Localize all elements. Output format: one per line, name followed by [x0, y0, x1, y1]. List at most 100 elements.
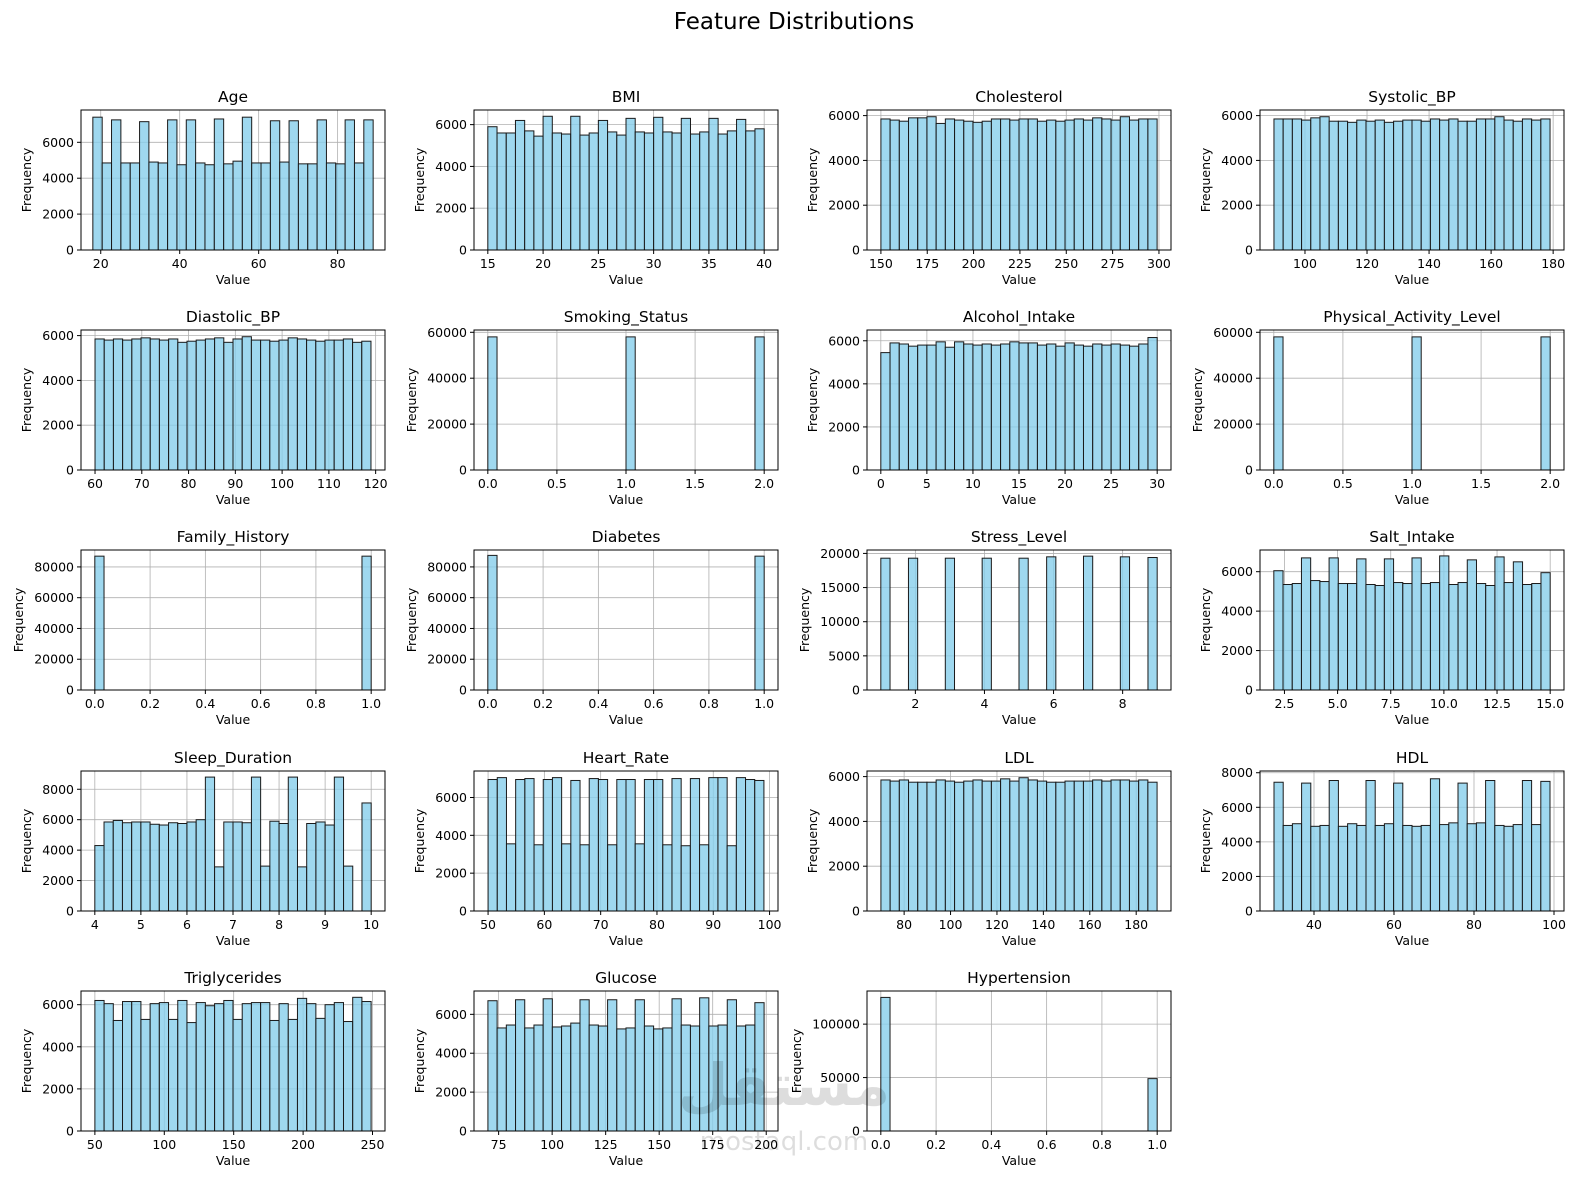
histogram-bar: [324, 1004, 335, 1132]
histogram-bar: [112, 1019, 124, 1132]
histogram-bar: [1147, 118, 1158, 251]
x-tick-label: 180: [1541, 256, 1565, 271]
histogram-bar: [570, 1022, 581, 1132]
histogram-bar: [972, 121, 983, 251]
x-axis-label: Value: [1002, 933, 1037, 948]
histogram-bar: [287, 337, 298, 471]
histogram-bar: [122, 1001, 133, 1132]
histogram-bar: [1503, 582, 1514, 691]
y-axis-label: Frequency: [19, 808, 34, 873]
histogram-bar: [487, 1000, 498, 1132]
histogram-bar: [1503, 825, 1514, 912]
histogram-bar: [1119, 344, 1131, 471]
histogram-bar: [1128, 780, 1140, 912]
histogram-bar: [917, 117, 928, 251]
x-tick-label: 140: [1417, 256, 1441, 271]
histogram-bar: [1475, 583, 1487, 691]
panel-title: Heart_Rate: [583, 749, 669, 768]
histogram-bar: [680, 117, 691, 251]
x-tick-label: 100: [939, 917, 963, 932]
histogram-bar: [1129, 345, 1140, 471]
histogram-bar: [1393, 120, 1404, 251]
y-axis-label: Frequency: [1190, 367, 1205, 432]
histogram-panel: 50 100 150 200 250 0 2000 4000 6000 Triglycerides…: [19, 969, 386, 1168]
y-axis-label: Frequency: [1198, 147, 1213, 212]
histogram-bar: [1522, 584, 1533, 691]
y-tick-label: 6000: [828, 108, 860, 123]
histogram-bar: [1101, 344, 1112, 471]
histogram-bar: [981, 780, 992, 912]
x-tick-label: 0.4: [588, 696, 608, 711]
histogram-bar: [935, 341, 946, 471]
histogram-bar: [279, 161, 290, 251]
histogram-bar: [1101, 118, 1112, 251]
histogram-bar: [1347, 583, 1358, 691]
y-tick-label: 20000: [427, 417, 467, 432]
x-tick-label: 0.4: [195, 696, 215, 711]
histogram-bar: [168, 338, 179, 471]
histogram-bar: [1147, 781, 1158, 912]
histogram-bar: [1448, 822, 1459, 912]
histogram-panel: 4 5 6 7 8 9 10 0 2000 4000 6000 8000 Sleep_Duration V…: [19, 749, 386, 948]
histogram-bar: [1282, 584, 1293, 691]
histogram-bar: [297, 163, 309, 251]
histogram-bar: [1018, 118, 1029, 251]
histogram-bar: [496, 132, 507, 251]
y-tick-label: 0: [852, 463, 860, 478]
histogram-bar: [889, 119, 900, 251]
histogram-bar: [708, 117, 719, 251]
y-tick-label: 20000: [427, 652, 467, 667]
x-tick-label: 2: [911, 696, 919, 711]
histogram-bar: [1337, 583, 1349, 691]
histogram-bar: [241, 116, 253, 251]
histogram-bar: [131, 1001, 142, 1132]
histogram-bar: [505, 1024, 517, 1132]
x-tick-label: 10: [965, 476, 981, 491]
histogram-bar: [616, 779, 627, 912]
y-axis-label: Frequency: [1198, 587, 1213, 652]
x-tick-label: 100: [1542, 917, 1566, 932]
y-tick-label: 6000: [1221, 108, 1253, 123]
x-axis-label: Value: [216, 1153, 251, 1168]
x-tick-label: 70: [134, 476, 150, 491]
x-tick-label: 40: [172, 256, 188, 271]
histogram-bar: [754, 128, 765, 251]
y-tick-label: 2000: [435, 1085, 467, 1100]
x-tick-label: 150: [222, 1137, 246, 1152]
x-tick-label: 10: [363, 917, 379, 932]
x-tick-label: 50: [87, 1137, 103, 1152]
y-axis-label: Frequency: [404, 367, 419, 432]
x-tick-label: 75: [491, 1137, 507, 1152]
y-tick-label: 6000: [828, 333, 860, 348]
x-tick-label: 100: [270, 476, 294, 491]
histogram-bar: [1147, 557, 1158, 691]
panel-title: Diastolic_BP: [186, 308, 280, 327]
histogram-bar: [1110, 779, 1121, 912]
histogram-bar: [515, 999, 526, 1132]
histogram-bar: [533, 844, 544, 912]
x-tick-label: 0.5: [547, 476, 567, 491]
histogram-bar: [94, 999, 105, 1132]
histogram-bar: [149, 823, 160, 912]
histogram-bar: [168, 822, 179, 912]
x-tick-label: 0.6: [1037, 1137, 1057, 1152]
x-tick-label: 90: [705, 917, 721, 932]
x-tick-label: 180: [1124, 917, 1148, 932]
histogram-bar: [352, 341, 363, 471]
histogram-bar: [361, 1001, 372, 1132]
histogram-bar: [634, 131, 645, 251]
x-tick-label: 1.0: [1402, 476, 1422, 491]
histogram-bar: [570, 779, 581, 912]
histogram-bar: [1531, 824, 1542, 912]
histogram-bar: [597, 119, 609, 251]
x-tick-label: 0.8: [306, 696, 326, 711]
histogram-bar: [1540, 118, 1551, 251]
y-tick-label: 40000: [427, 621, 467, 636]
watermark-arabic: مستقل: [678, 1051, 890, 1119]
histogram-bar: [917, 781, 928, 912]
x-tick-label: 20: [535, 256, 551, 271]
y-tick-label: 0: [66, 683, 74, 698]
histogram-bar: [186, 340, 197, 471]
histogram-bar: [726, 845, 737, 912]
histogram-bar: [269, 340, 280, 471]
